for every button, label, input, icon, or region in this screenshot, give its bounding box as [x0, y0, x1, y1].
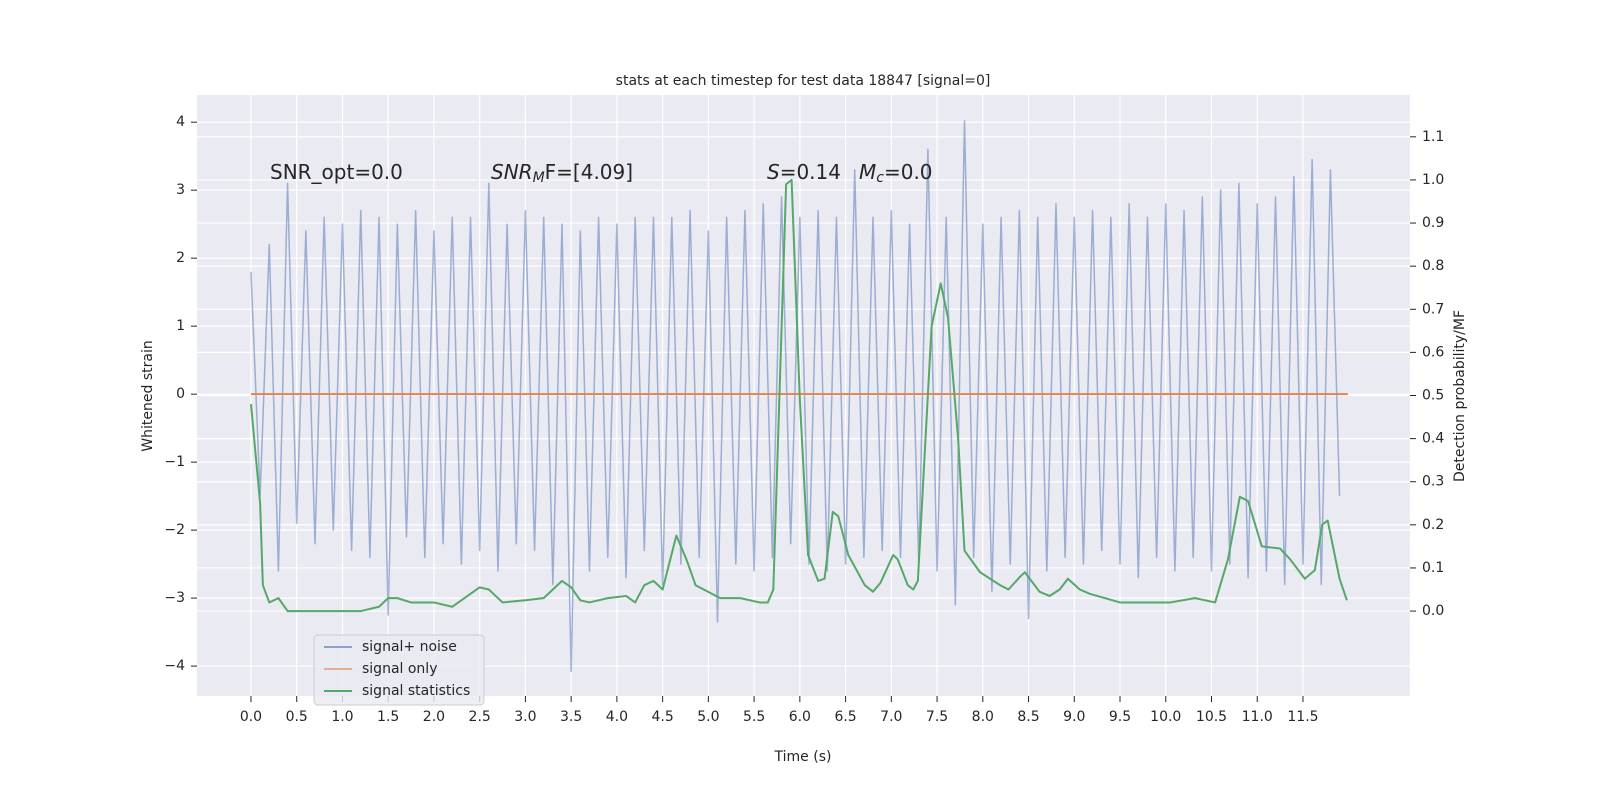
annotation-text: =0.0 — [884, 160, 933, 184]
y2-tick-label: 1.0 — [1422, 172, 1444, 188]
x-tick-label: 5.0 — [697, 709, 719, 725]
y-axis-label: Whitened strain — [140, 340, 156, 451]
x-axis-label: Time (s) — [774, 749, 832, 765]
series-line — [250, 120, 1341, 673]
series-line — [249, 178, 1348, 613]
legend-label: signal statistics — [362, 683, 470, 699]
x-tick-label: 11.0 — [1242, 709, 1273, 725]
y-tick-label: −2 — [164, 522, 185, 538]
x-tick-label: 9.5 — [1109, 709, 1131, 725]
x-tick-label: 7.0 — [880, 709, 902, 725]
legend-label: signal+ noise — [362, 639, 457, 655]
y2-tick-label: 0.9 — [1422, 215, 1444, 231]
x-tick-label: 8.0 — [972, 709, 994, 725]
x-tick-label: 2.0 — [423, 709, 445, 725]
annotation: SNR_opt=0.0 — [270, 160, 403, 184]
annotation-sub: M — [533, 170, 545, 186]
y-tick-label: 2 — [176, 250, 185, 266]
y-tick-label: −4 — [164, 658, 185, 674]
legend: signal+ noise signal only signal statistic… — [313, 634, 485, 706]
annotation-text: F=[4.09] — [545, 160, 633, 184]
x-tick-label: 3.0 — [514, 709, 536, 725]
annotation-base: S — [767, 160, 780, 184]
y2-tick-label: 0.0 — [1422, 603, 1444, 619]
x-tick-label: 8.5 — [1017, 709, 1039, 725]
y-tick-label: −3 — [164, 590, 185, 606]
y2-tick-label: 1.1 — [1422, 129, 1444, 145]
annotation: Mc=0.0 — [859, 160, 933, 187]
x-tick-label: 0.0 — [240, 709, 262, 725]
overlay: 0.0 0.5 1.0 1.5 2.0 2.5 3.0 3.5 4.0 4.5 5.0 5.5 6.0 6… — [164, 114, 1444, 725]
x-tick-label: 1.5 — [377, 709, 399, 725]
x-tick-label: 9.0 — [1063, 709, 1085, 725]
y2-tick-label: 0.5 — [1422, 388, 1444, 404]
marks — [249, 120, 1348, 673]
y-tick-label: 4 — [176, 114, 185, 130]
x-tick-label: 11.5 — [1287, 709, 1318, 725]
y2-tick-label: 0.4 — [1422, 431, 1444, 447]
y2-tick-label: 0.8 — [1422, 258, 1444, 274]
y2-tick-label: 0.6 — [1422, 344, 1444, 360]
y2-tick-label: 0.2 — [1422, 517, 1444, 533]
annotation-sub: c — [876, 170, 884, 186]
legend-label: signal only — [362, 661, 437, 677]
y-tick-label: −1 — [164, 454, 185, 470]
x-tick-label: 6.5 — [834, 709, 856, 725]
y2-tick-label: 0.7 — [1422, 301, 1444, 317]
legend-box — [313, 634, 485, 706]
y2-axis-label: Detection probability/MF — [1452, 310, 1468, 482]
x-tick-label: 10.5 — [1196, 709, 1227, 725]
annotation-text: SNR_opt=0.0 — [270, 160, 403, 184]
annotation-base: SNR — [491, 160, 533, 184]
x-tick-label: 3.5 — [560, 709, 582, 725]
y2-tick-label: 0.1 — [1422, 560, 1444, 576]
y2-tick-label: 0.3 — [1422, 474, 1444, 490]
y-tick-label: 1 — [176, 318, 185, 334]
annotation: S=0.14 — [767, 160, 841, 184]
x-tick-label: 7.5 — [926, 709, 948, 725]
x-tick-label: 4.0 — [606, 709, 628, 725]
y-tick-label: 3 — [176, 182, 185, 198]
x-tick-label: 10.0 — [1150, 709, 1181, 725]
x-tick-label: 0.5 — [286, 709, 308, 725]
x-tick-label: 4.5 — [651, 709, 673, 725]
x-tick-label: 2.5 — [469, 709, 491, 725]
chart-title: stats at each timestep for test data 188… — [616, 73, 991, 89]
annotation-base: M — [859, 160, 876, 184]
x-tick-label: 6.0 — [789, 709, 811, 725]
x-tick-label: 1.0 — [331, 709, 353, 725]
y-tick-label: 0 — [176, 386, 185, 402]
annotation-text: =0.14 — [780, 160, 841, 184]
annotation: SNRMF=[4.09] — [491, 160, 633, 187]
x-tick-label: 5.5 — [743, 709, 765, 725]
